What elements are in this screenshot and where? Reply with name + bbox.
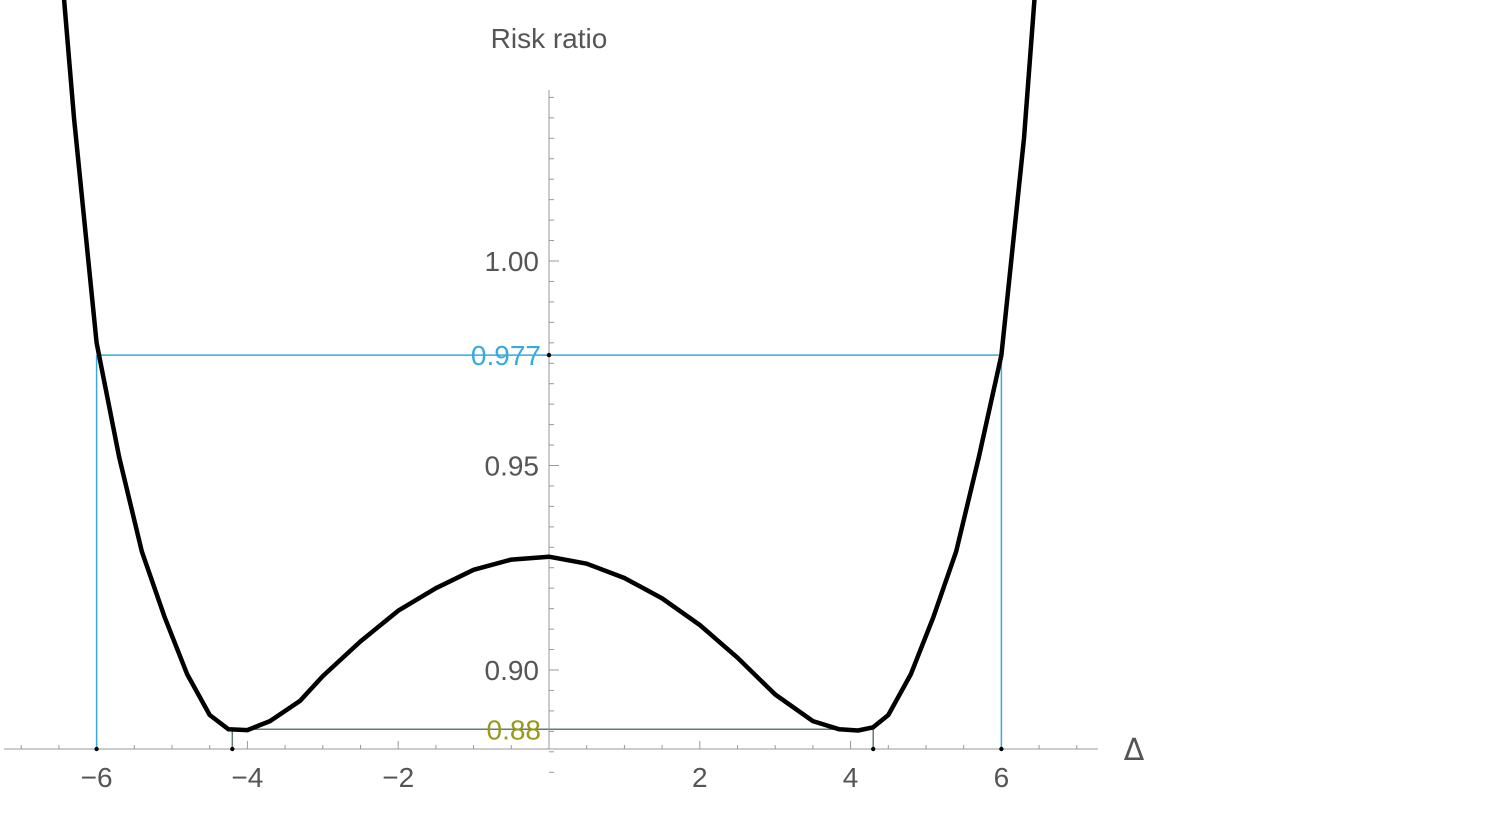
x-axis-title: Δ [1124, 733, 1145, 768]
risk-ratio-curve [61, 0, 1037, 733]
y-axis-title: Risk ratio [491, 23, 608, 54]
x-tick-label: −6 [81, 762, 113, 793]
reference-point [871, 746, 876, 752]
x-tick-label: 4 [843, 762, 859, 793]
reference-value-label: 0.88 [487, 714, 542, 745]
x-tick-label: −2 [382, 762, 414, 793]
x-tick-label: 2 [692, 762, 708, 793]
tick-labels: 0.977 0.88 −6 −4 −2 2 4 6 0.90 0.95 1.00 [81, 246, 1010, 793]
reference-points [94, 352, 1004, 752]
reference-point [94, 746, 99, 752]
reference-value-label: 0.977 [471, 340, 541, 371]
y-tick-label: 0.95 [485, 451, 540, 482]
y-tick-label: 1.00 [485, 246, 540, 277]
reference-point [546, 352, 552, 358]
axis-ticks [20, 96, 1078, 773]
y-tick-label: 0.90 [485, 655, 540, 686]
reference-point [230, 746, 235, 752]
reference-point [999, 746, 1004, 752]
x-tick-label: −4 [231, 762, 263, 793]
x-tick-label: 6 [994, 762, 1010, 793]
